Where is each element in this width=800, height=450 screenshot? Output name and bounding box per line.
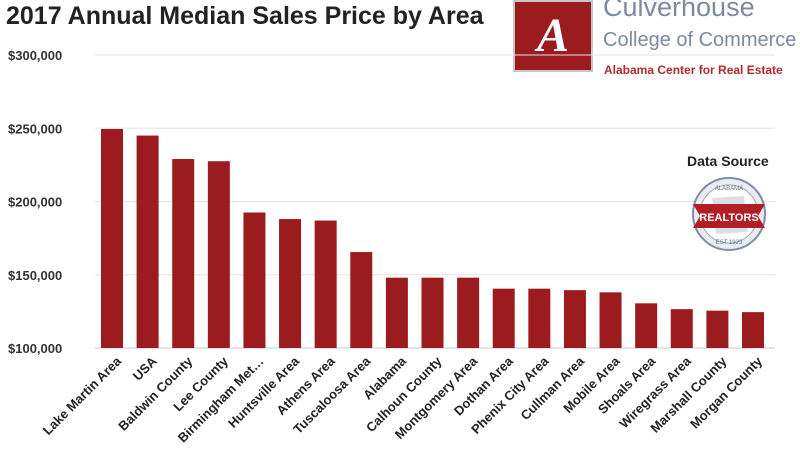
brand-center: Alabama Center for Real Estate — [604, 63, 783, 77]
logo-letter: A — [536, 9, 569, 62]
bar — [528, 288, 551, 348]
realtors-badge-icon: ALABAMA EST 1923 REALTORS — [692, 177, 766, 251]
bar — [742, 312, 764, 348]
chart-title: 2017 Annual Median Sales Price by Area — [6, 2, 484, 30]
badge-text: REALTORS — [699, 212, 759, 224]
badge-arc-text: ALABAMA — [715, 186, 743, 192]
data-source-label: Data Source — [687, 153, 769, 169]
badge-bottom-text: EST 1923 — [716, 240, 743, 246]
bar — [350, 252, 373, 348]
bar — [421, 277, 444, 348]
x-tick-label: Lake Martin Area — [40, 353, 125, 438]
bar — [207, 161, 230, 348]
y-tick-label: $250,000 — [8, 121, 62, 136]
bar — [599, 292, 622, 348]
bar — [457, 277, 480, 348]
bar — [563, 290, 586, 348]
bar — [670, 309, 693, 348]
bar — [314, 220, 337, 348]
bar — [172, 159, 195, 348]
bar — [279, 219, 302, 348]
y-tick-label: $300,000 — [8, 48, 62, 63]
bar — [706, 310, 729, 348]
university-logo: A — [513, 0, 593, 72]
bar — [385, 277, 408, 348]
y-tick-label: $150,000 — [8, 268, 62, 283]
y-tick-label: $100,000 — [8, 341, 62, 356]
bar — [635, 303, 658, 348]
bar — [492, 288, 515, 348]
bar — [243, 212, 266, 348]
y-axis-ticks: $100,000 $150,000 $200,000 $250,000 $300,000 — [8, 48, 62, 356]
x-tick-label: USA — [130, 353, 160, 383]
brand-name: Culverhouse — [603, 0, 755, 22]
brand-college: College of Commerce — [603, 29, 797, 51]
bar — [136, 135, 159, 348]
bars — [101, 128, 764, 348]
bar — [101, 128, 123, 348]
y-tick-label: $200,000 — [8, 195, 62, 210]
